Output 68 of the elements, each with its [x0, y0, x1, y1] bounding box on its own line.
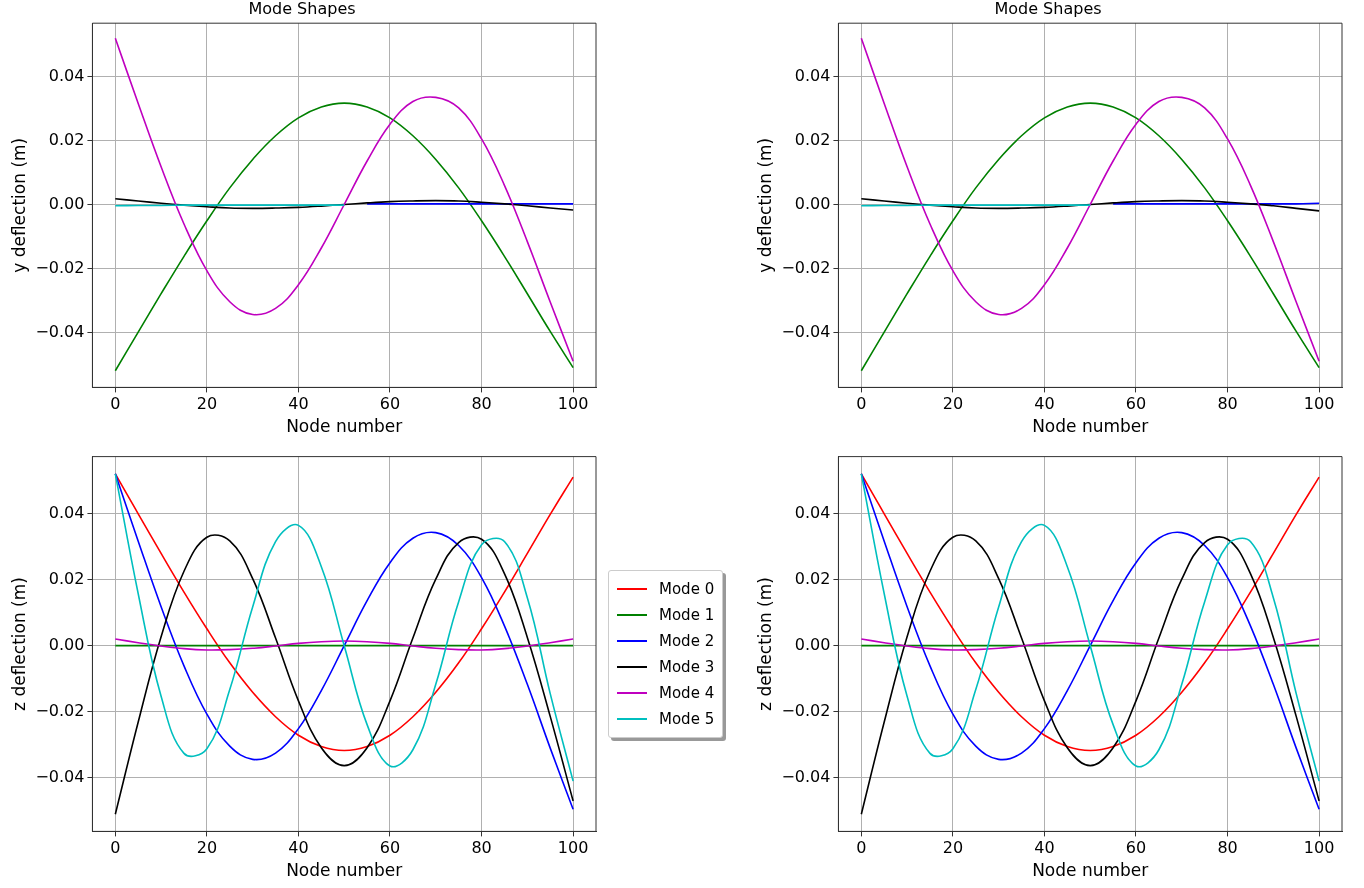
legend-label: Mode 1 — [659, 606, 715, 624]
y-tick-label: 0.02 — [794, 129, 831, 149]
x-tick-label: 40 — [1034, 394, 1055, 414]
x-axis-title: Node number — [1032, 860, 1149, 881]
y-tick-label: −0.02 — [35, 700, 85, 720]
legend-label: Mode 3 — [659, 658, 715, 676]
x-tick-label: 40 — [288, 394, 309, 414]
y-tick-label: −0.02 — [781, 257, 831, 277]
x-tick-label: 100 — [1303, 394, 1335, 414]
x-tick-label: 0 — [856, 394, 867, 414]
legend-label: Mode 2 — [659, 632, 715, 650]
x-tick-label: 20 — [942, 394, 964, 414]
x-tick-label: 60 — [1125, 394, 1147, 414]
y-tick-label: −0.02 — [35, 257, 85, 277]
legend-label: Mode 5 — [659, 710, 715, 728]
legend-label: Mode 0 — [659, 580, 715, 598]
x-tick-label: 20 — [196, 394, 218, 414]
y-tick-label: 0.00 — [794, 634, 831, 654]
y-tick-label: 0.04 — [794, 502, 831, 522]
x-tick-label: 100 — [1303, 838, 1335, 858]
y-tick-label: 0.04 — [48, 502, 85, 522]
y-tick-label: −0.04 — [781, 767, 831, 787]
chart-title: Mode Shapes — [994, 0, 1102, 18]
y-tick-label: −0.02 — [781, 700, 831, 720]
y-tick-label: 0.02 — [48, 568, 85, 588]
y-tick-label: −0.04 — [35, 321, 85, 341]
y-tick-label: −0.04 — [781, 321, 831, 341]
line-series — [860, 638, 1320, 651]
x-tick-label: 100 — [557, 838, 589, 858]
x-axis-title: Node number — [286, 416, 403, 437]
x-tick-label: 60 — [379, 838, 401, 858]
y-axis-title: y deflection (m) — [754, 137, 775, 273]
line-series — [114, 37, 574, 362]
x-axis-title: Node number — [286, 860, 403, 881]
y-tick-label: 0.00 — [48, 634, 85, 654]
y-tick-label: 0.00 — [794, 193, 831, 213]
line-series — [114, 102, 574, 372]
y-tick-label: 0.04 — [48, 65, 85, 85]
y-tick-label: −0.04 — [35, 767, 85, 787]
y-axis-title: z deflection (m) — [8, 577, 29, 711]
chart-title: Mode Shapes — [248, 0, 356, 18]
x-tick-label: 20 — [196, 838, 218, 858]
y-axis-title: y deflection (m) — [8, 137, 29, 273]
line-series — [114, 197, 574, 211]
y-tick-label: 0.02 — [794, 568, 831, 588]
y-tick-label: 0.04 — [794, 65, 831, 85]
x-axis-title: Node number — [1032, 416, 1149, 437]
x-tick-label: 20 — [942, 838, 964, 858]
x-tick-label: 80 — [471, 838, 492, 858]
x-tick-label: 60 — [1125, 838, 1147, 858]
x-tick-label: 40 — [288, 838, 309, 858]
x-tick-label: 0 — [110, 838, 121, 858]
y-tick-label: 0.00 — [48, 193, 85, 213]
x-tick-label: 80 — [471, 394, 492, 414]
legend-label: Mode 4 — [659, 684, 715, 702]
x-tick-label: 0 — [856, 838, 867, 858]
line-series — [860, 37, 1320, 362]
x-tick-label: 100 — [557, 394, 589, 414]
x-tick-label: 60 — [379, 394, 401, 414]
line-series — [860, 102, 1320, 372]
x-tick-label: 80 — [1217, 838, 1238, 858]
x-tick-label: 80 — [1217, 394, 1238, 414]
x-tick-label: 0 — [110, 394, 121, 414]
line-series — [860, 197, 1320, 212]
line-series — [114, 638, 574, 651]
x-tick-label: 40 — [1034, 838, 1055, 858]
y-tick-label: 0.02 — [48, 129, 85, 149]
y-axis-title: z deflection (m) — [754, 577, 775, 711]
